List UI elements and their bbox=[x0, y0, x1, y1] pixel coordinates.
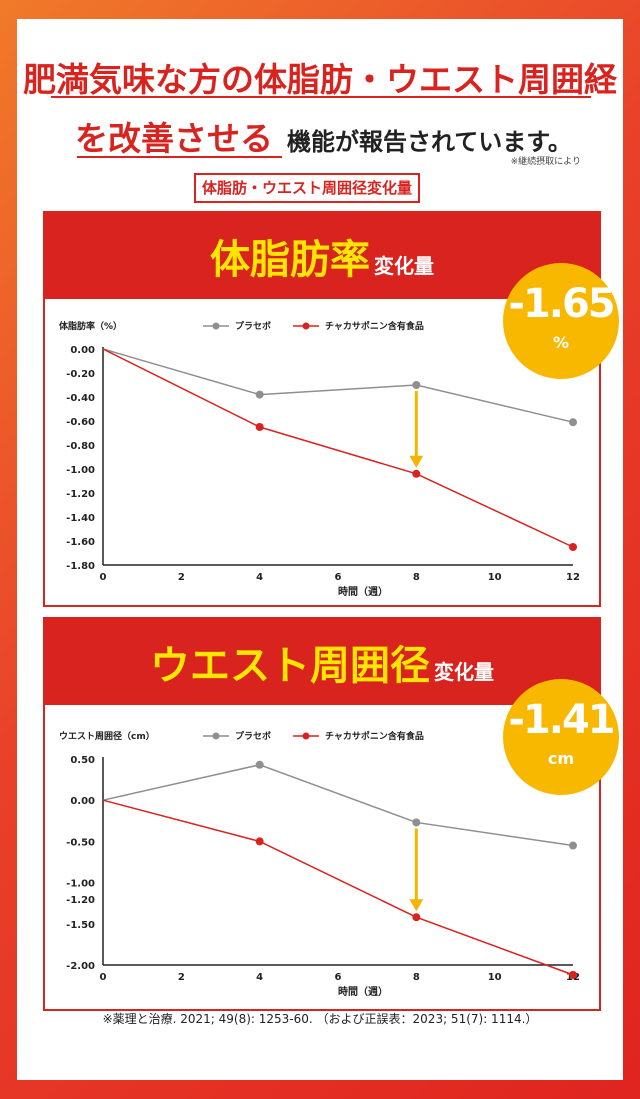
headline-note: ※継続摂取により bbox=[510, 157, 581, 167]
data-point-0 bbox=[569, 418, 577, 427]
data-point-1 bbox=[412, 913, 421, 922]
x-tick-label: 8 bbox=[413, 972, 420, 983]
x-tick-label: 10 bbox=[488, 572, 502, 583]
waist-highlight-unit: cm bbox=[547, 749, 575, 768]
legend-label-0: プラセボ bbox=[235, 320, 271, 332]
y-tick-label: 0.00 bbox=[70, 345, 95, 356]
emphasis-underline bbox=[77, 156, 282, 158]
series-line-0 bbox=[102, 348, 574, 423]
y-tick-label: 0.00 bbox=[70, 796, 95, 807]
section-title: 体脂肪・ウエスト周囲径変化量 bbox=[194, 173, 421, 203]
y-tick-label: -1.40 bbox=[66, 513, 95, 524]
y-tick-label: -2.00 bbox=[66, 961, 95, 972]
x-tick-label: 8 bbox=[413, 572, 420, 583]
series-line-1 bbox=[102, 348, 574, 548]
y-tick-label: -1.20 bbox=[66, 895, 95, 906]
y-tick-label: -0.40 bbox=[66, 393, 95, 404]
legend-marker-1 bbox=[302, 732, 310, 740]
data-point-0 bbox=[569, 841, 577, 850]
data-point-1 bbox=[569, 543, 577, 551]
body-fat-panel: 体脂肪率 変化量 体脂肪率（%） プラセボ チャカサポニン含有食品 0.00 -0.20 -… bbox=[43, 211, 601, 607]
body-fat-highlight-badge: -1.65 % bbox=[503, 263, 619, 379]
difference-arrow-head bbox=[409, 899, 424, 912]
waist-chart: ウエスト周囲径（cm） プラセボ チャカサポニン含有食品 0.50 0.00 -0.50 -… bbox=[59, 730, 580, 998]
data-point-1 bbox=[255, 423, 264, 431]
data-point-0 bbox=[255, 760, 264, 769]
data-point-1 bbox=[569, 970, 577, 979]
legend-label-1: チャカサポニン含有食品 bbox=[325, 730, 424, 742]
waist-highlight-badge: -1.41 cm bbox=[503, 679, 619, 795]
x-tick-label: 2 bbox=[178, 572, 185, 583]
x-tick-label: 0 bbox=[100, 972, 107, 983]
x-tick-label: 6 bbox=[335, 972, 342, 983]
x-tick-label: 6 bbox=[335, 572, 342, 583]
series-line-1 bbox=[102, 799, 574, 976]
difference-arrow-head bbox=[409, 455, 424, 468]
y-axis-label: 体脂肪率（%） bbox=[59, 320, 122, 332]
data-point-0 bbox=[412, 381, 421, 389]
x-tick-label: 4 bbox=[256, 572, 263, 583]
x-tick-label: 4 bbox=[256, 972, 263, 983]
y-tick-label: -0.50 bbox=[66, 837, 95, 848]
waist-title: ウエスト周囲径 bbox=[150, 643, 430, 689]
y-tick-label: -1.00 bbox=[66, 465, 95, 476]
series-line-0 bbox=[102, 763, 574, 847]
legend-marker-0 bbox=[212, 322, 220, 330]
y-tick-label: -1.60 bbox=[66, 537, 95, 548]
y-tick-label: -0.80 bbox=[66, 441, 95, 452]
y-axis-label: ウエスト周囲径（cm） bbox=[59, 730, 155, 742]
legend-marker-0 bbox=[212, 732, 220, 740]
body-fat-title: 体脂肪率 bbox=[210, 237, 370, 283]
citation-footer: ※薬理と治療. 2021; 49(8): 1253-60. （および正誤表：20… bbox=[102, 1012, 538, 1026]
headline-emphasis: を改善させる bbox=[75, 119, 273, 158]
x-tick-label: 10 bbox=[488, 972, 502, 983]
legend-label-1: チャカサポニン含有食品 bbox=[325, 320, 424, 332]
data-point-1 bbox=[412, 469, 421, 478]
x-axis-label: 時間（週） bbox=[338, 985, 388, 998]
y-tick-label: -1.20 bbox=[66, 489, 95, 500]
body-fat-title-suffix: 変化量 bbox=[374, 254, 434, 278]
data-point-0 bbox=[255, 390, 264, 399]
y-tick-label: -1.00 bbox=[66, 879, 95, 890]
headline-underline bbox=[51, 96, 591, 98]
data-point-1 bbox=[255, 837, 264, 846]
body-fat-chart: 体脂肪率（%） プラセボ チャカサポニン含有食品 0.00 -0.20 -0.40 -0.6… bbox=[59, 320, 580, 598]
y-tick-label: -0.20 bbox=[66, 369, 95, 380]
headline-line1: 肥満気味な方の体脂肪・ウエスト周囲経 bbox=[23, 60, 617, 99]
body-fat-highlight-value: -1.65 bbox=[508, 281, 615, 327]
x-axis-label: 時間（週） bbox=[338, 585, 388, 598]
body-fat-panel-header: 体脂肪率 変化量 bbox=[45, 213, 599, 299]
waist-title-suffix: 変化量 bbox=[434, 660, 494, 684]
headline-line2: 機能が報告されています。 bbox=[287, 128, 572, 156]
waist-panel-header: ウエスト周囲径 変化量 bbox=[45, 619, 599, 705]
body-fat-highlight-unit: % bbox=[552, 333, 570, 352]
x-tick-label: 0 bbox=[100, 572, 107, 583]
x-tick-label: 12 bbox=[566, 572, 580, 583]
waist-highlight-value: -1.41 bbox=[508, 697, 615, 743]
data-point-0 bbox=[412, 818, 421, 827]
y-tick-label: -1.50 bbox=[66, 920, 95, 931]
y-tick-label: -0.60 bbox=[66, 417, 95, 428]
y-tick-label: -1.80 bbox=[66, 561, 95, 572]
y-tick-label: 0.50 bbox=[70, 755, 95, 766]
legend-marker-1 bbox=[302, 322, 310, 330]
waist-panel: ウエスト周囲径 変化量 ウエスト周囲径（cm） プラセボ チャカサポニン含有食品 0.5… bbox=[43, 617, 601, 1011]
x-tick-label: 2 bbox=[178, 972, 185, 983]
legend-label-0: プラセボ bbox=[235, 730, 271, 742]
content-card: 肥満気味な方の体脂肪・ウエスト周囲経 を改善させる 機能が報告されています。 ※… bbox=[17, 19, 623, 1080]
